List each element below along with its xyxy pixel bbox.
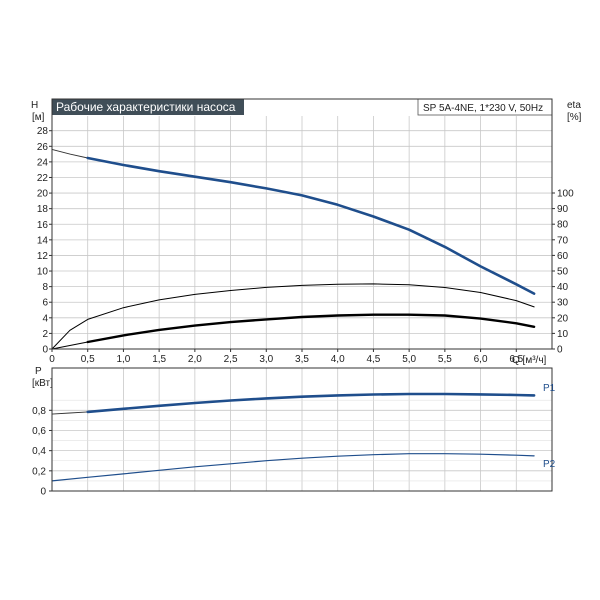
y-left-tick-label: 16 — [37, 220, 49, 231]
y-left-tick-label: 4 — [42, 313, 48, 324]
x-tick-label: 0 — [49, 354, 55, 365]
power-y-unit: [кВт] — [32, 378, 53, 389]
y-right-tick-label: 10 — [557, 329, 569, 340]
bottom-curves — [51, 392, 536, 482]
x-tick-label: 3,0 — [259, 354, 273, 365]
y-left-tick-label: 2 — [42, 329, 48, 340]
bottom-plot-frame — [51, 367, 553, 492]
y-left-tick-label: 28 — [37, 126, 49, 137]
x-axis-label: Q [м³/ч] — [512, 355, 547, 366]
x-tick-label: 1,5 — [152, 354, 166, 365]
title-background — [52, 99, 244, 115]
top-series-line-1 — [86, 156, 536, 295]
y-right-tick-label: 20 — [557, 313, 569, 324]
power-tick-label: 0,8 — [32, 406, 46, 417]
y-right-tick-label: 0 — [557, 345, 563, 356]
chart-subtitle: SP 5A-4NE, 1*230 V, 50Hz — [423, 103, 543, 114]
y-left-tick-label: 24 — [37, 157, 49, 168]
top-series-line-3 — [51, 341, 89, 350]
y-right-unit: [%] — [567, 112, 582, 123]
y-left-tick-label: 0 — [42, 345, 48, 356]
y-left-tick-label: 22 — [37, 173, 49, 184]
y-right-tick-label: 50 — [557, 267, 569, 278]
y-left-tick-label: 12 — [37, 251, 49, 262]
y-left-tick-label: 10 — [37, 267, 49, 278]
x-tick-label: 0,5 — [81, 354, 95, 365]
series-label-p1: P1 — [543, 383, 556, 394]
power-series-line-0 — [51, 411, 89, 415]
y-right-tick-label: 90 — [557, 204, 569, 215]
power-series-line-1 — [86, 392, 536, 414]
x-tick-label: 2,5 — [224, 354, 238, 365]
power-series-line-2 — [51, 453, 535, 482]
x-tick-label: 5,5 — [438, 354, 452, 365]
x-tick-label: 6,0 — [474, 354, 488, 365]
y-right-tick-label: 60 — [557, 251, 569, 262]
x-tick-label: 4,0 — [331, 354, 345, 365]
power-tick-label: 0,4 — [32, 446, 46, 457]
x-tick-label: 3,5 — [295, 354, 309, 365]
y-left-tick-label: 6 — [42, 298, 48, 309]
y-right-tick-label: 40 — [557, 282, 569, 293]
x-tick-label: 6,5 — [509, 354, 523, 365]
y-right-tick-label: 100 — [557, 189, 574, 200]
y-right-tick-label: 80 — [557, 220, 569, 231]
y-left-tick-label: 20 — [37, 189, 49, 200]
y-right-tick-label: 30 — [557, 298, 569, 309]
y-left-tick-label: 8 — [42, 282, 48, 293]
top-ticks: 0246810121416182022242628010203040506070… — [37, 126, 574, 365]
top-series-line-0 — [51, 148, 89, 159]
y-left-tick-label: 26 — [37, 142, 49, 153]
y-left-unit: [м] — [32, 112, 45, 123]
x-tick-label: 4,5 — [366, 354, 380, 365]
x-tick-label: 1,0 — [116, 354, 130, 365]
y-right-label: eta — [567, 100, 581, 111]
bottom-grid — [52, 368, 552, 491]
chart-title: Рабочие характеристики насоса — [56, 100, 236, 114]
x-tick-label: 2,0 — [188, 354, 202, 365]
power-tick-label: 0 — [40, 487, 46, 498]
y-left-label: H — [31, 100, 38, 111]
y-left-tick-label: 14 — [37, 235, 49, 246]
y-left-tick-label: 18 — [37, 204, 49, 215]
series-label-p2: P2 — [543, 459, 556, 470]
x-tick-label: 5,0 — [402, 354, 416, 365]
power-tick-label: 0,6 — [32, 426, 46, 437]
power-y-label: P — [35, 366, 42, 377]
top-grid — [52, 116, 552, 349]
y-right-tick-label: 70 — [557, 235, 569, 246]
top-series-line-2 — [51, 283, 535, 350]
bottom-ticks: 0 0,2 0,4 0,6 0,8 — [32, 406, 52, 498]
top-plot-frame — [51, 98, 553, 350]
top-series-line-4 — [86, 313, 536, 344]
top-curves — [51, 148, 536, 350]
power-tick-label: 0,2 — [32, 466, 46, 477]
